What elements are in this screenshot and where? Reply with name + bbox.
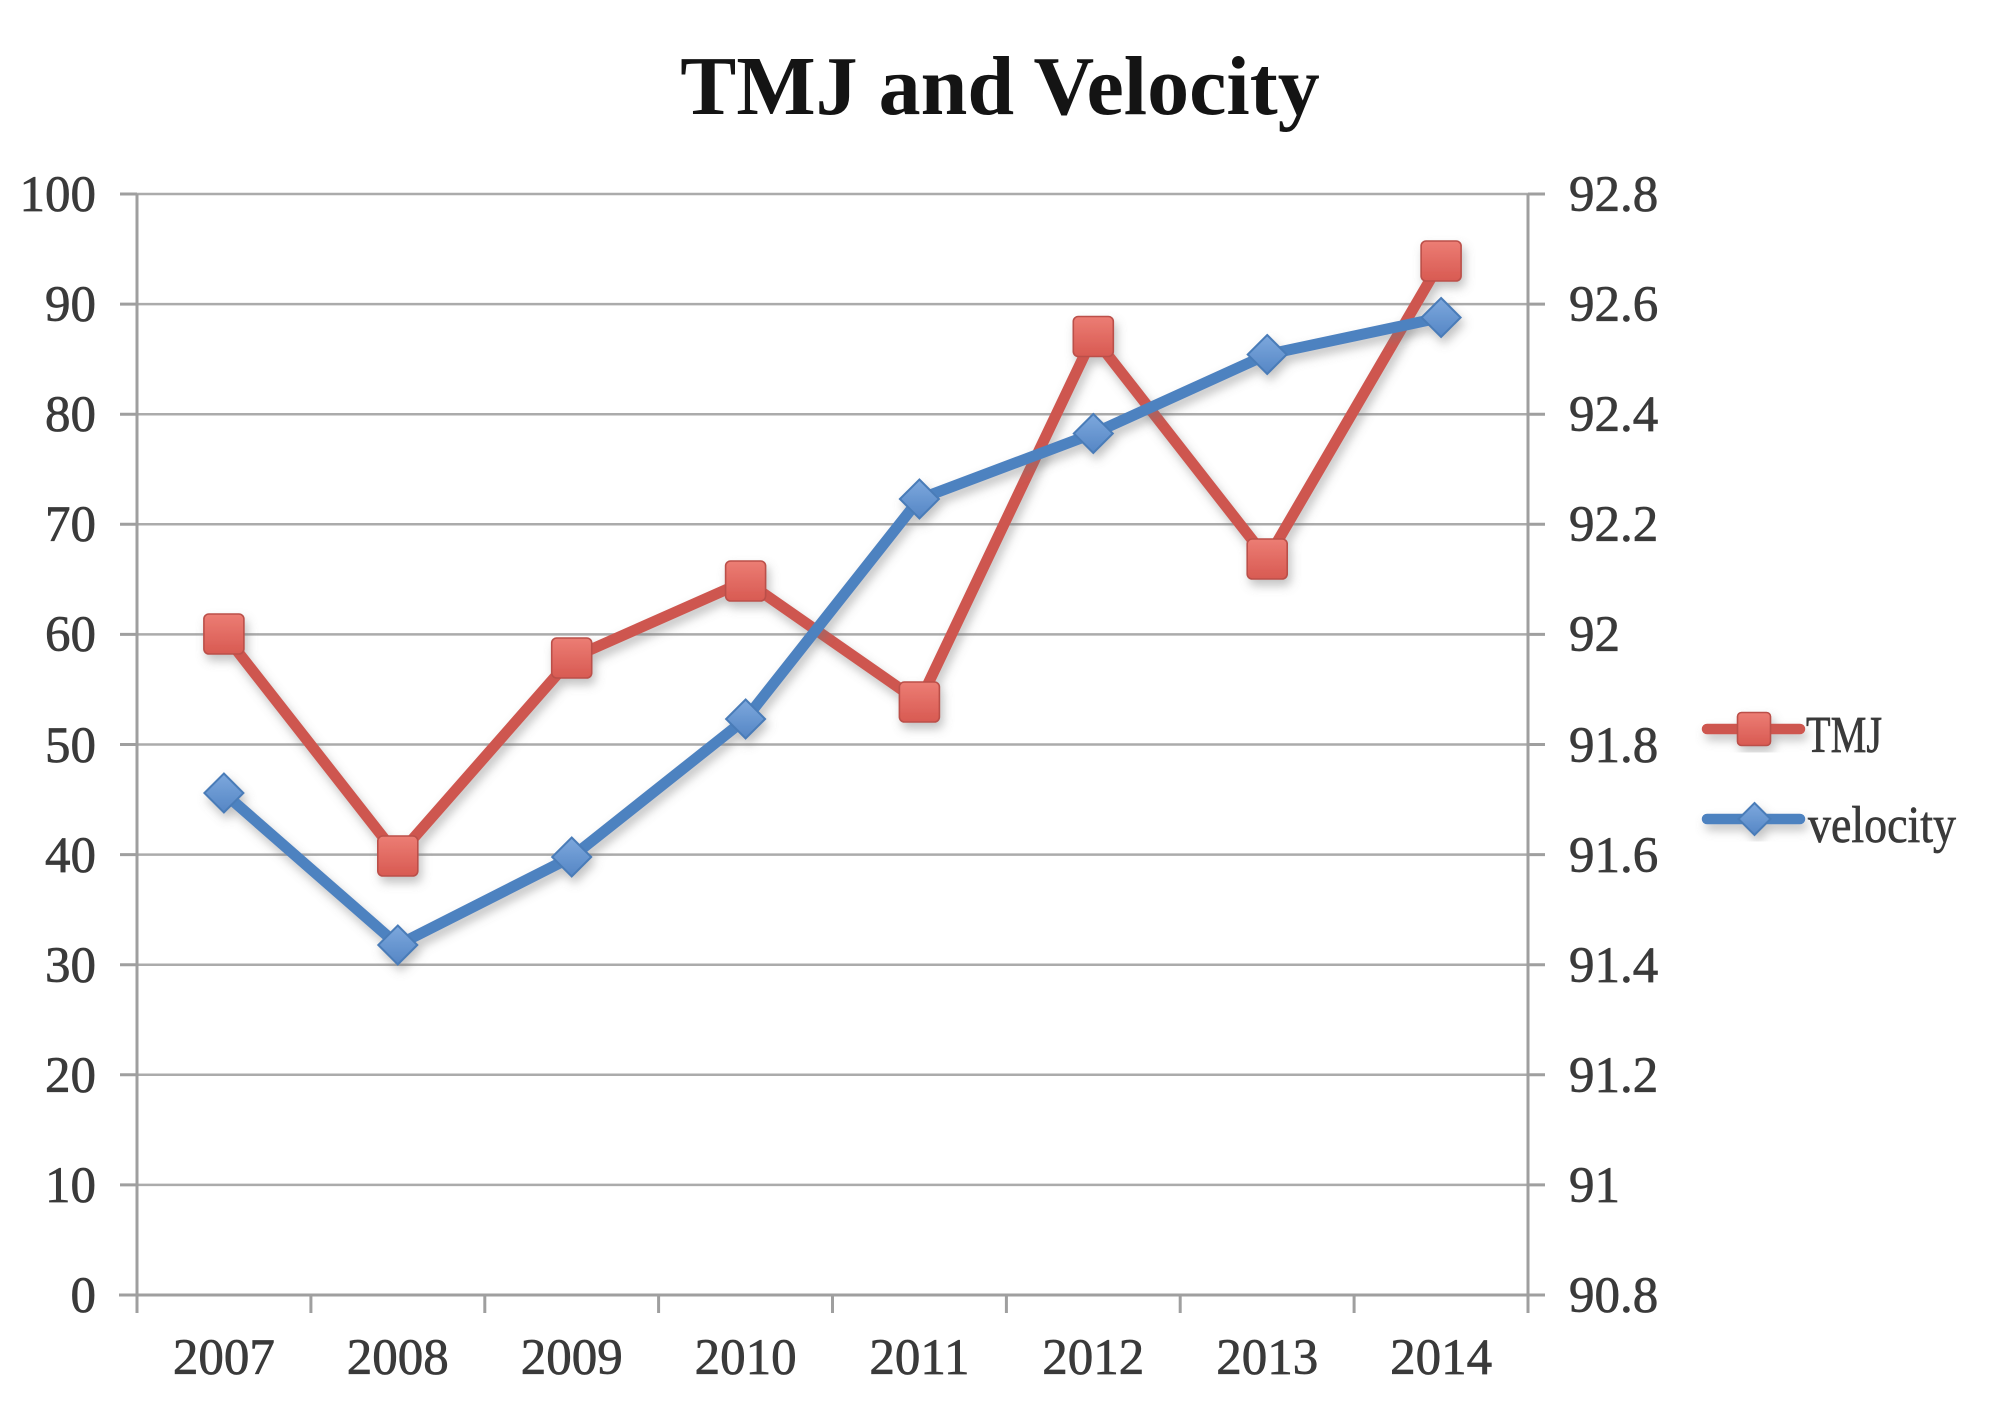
svg-text:20: 20 — [45, 1048, 96, 1104]
svg-text:100: 100 — [20, 167, 97, 223]
svg-text:92.4: 92.4 — [1569, 387, 1658, 443]
svg-text:TMJ and Velocity: TMJ and Velocity — [680, 40, 1319, 133]
svg-text:60: 60 — [45, 607, 96, 663]
svg-text:90: 90 — [45, 277, 96, 333]
svg-text:91: 91 — [1569, 1158, 1620, 1214]
svg-text:2012: 2012 — [1042, 1330, 1144, 1386]
svg-text:91.2: 91.2 — [1569, 1048, 1658, 1104]
svg-text:50: 50 — [45, 718, 96, 774]
svg-text:10: 10 — [45, 1158, 96, 1214]
svg-text:0: 0 — [71, 1268, 97, 1324]
svg-text:92.8: 92.8 — [1569, 167, 1658, 223]
svg-text:2008: 2008 — [347, 1330, 449, 1386]
svg-text:40: 40 — [45, 828, 96, 884]
svg-text:92: 92 — [1569, 607, 1620, 663]
svg-text:2010: 2010 — [695, 1330, 797, 1386]
svg-text:91.8: 91.8 — [1569, 718, 1658, 774]
svg-text:92.6: 92.6 — [1569, 277, 1658, 333]
svg-text:2007: 2007 — [173, 1330, 275, 1386]
svg-text:30: 30 — [45, 938, 96, 994]
svg-text:TMJ: TMJ — [1806, 707, 1882, 764]
svg-text:2011: 2011 — [869, 1330, 969, 1386]
svg-text:velocity: velocity — [1808, 797, 1956, 854]
svg-text:92.2: 92.2 — [1569, 497, 1658, 553]
svg-text:90.8: 90.8 — [1569, 1268, 1658, 1324]
svg-text:80: 80 — [45, 387, 96, 443]
svg-text:2014: 2014 — [1390, 1330, 1492, 1386]
svg-text:70: 70 — [45, 497, 96, 553]
svg-text:91.6: 91.6 — [1569, 828, 1658, 884]
svg-text:2009: 2009 — [521, 1330, 623, 1386]
svg-text:2013: 2013 — [1216, 1330, 1318, 1386]
svg-text:91.4: 91.4 — [1569, 938, 1658, 994]
